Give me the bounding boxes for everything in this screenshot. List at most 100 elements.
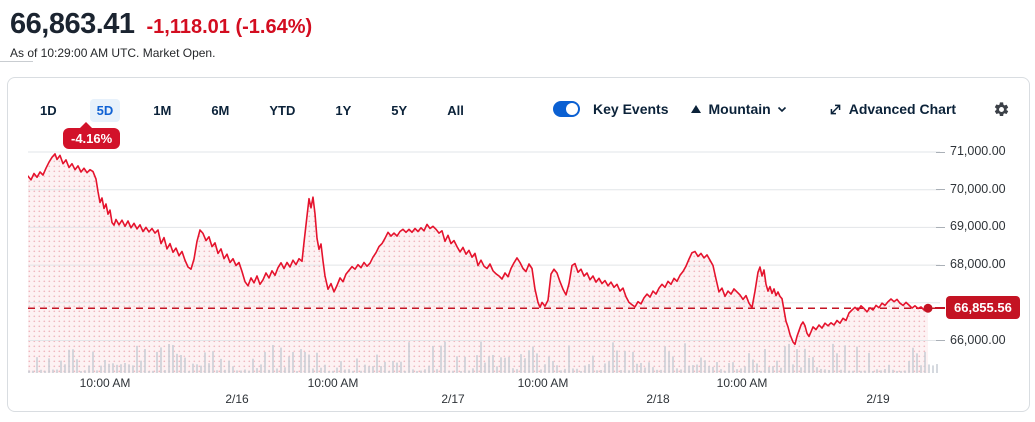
volume-bar (908, 361, 910, 373)
volume-bar (484, 362, 486, 373)
volume-bar (408, 342, 410, 373)
volume-bar (184, 357, 186, 373)
volume-bar (820, 368, 822, 373)
volume-bar (52, 369, 54, 373)
volume-bar (580, 370, 582, 373)
volume-bar (276, 368, 278, 373)
x-axis-time-label: 10:00 AM (716, 376, 768, 390)
volume-bar (660, 369, 662, 373)
range-tab-All[interactable]: All (447, 102, 464, 118)
volume-bar (676, 368, 678, 373)
volume-bar (68, 349, 70, 373)
volume-bar (308, 354, 310, 373)
price-chart-plot[interactable] (28, 140, 940, 373)
volume-bar (200, 365, 202, 373)
range-tab-1D[interactable]: 1D (40, 102, 57, 118)
expand-arrows-icon (830, 104, 841, 114)
volume-bar (612, 342, 614, 373)
volume-bar (916, 353, 918, 373)
y-axis-label: 68,000.00 (950, 257, 1006, 272)
volume-bar (356, 358, 358, 373)
volume-bar (708, 365, 710, 373)
volume-bar (136, 345, 138, 373)
volume-bar (888, 364, 890, 373)
volume-bar (280, 347, 282, 373)
volume-bar (304, 351, 306, 373)
price-header: 66,863.41 -1,118.01 (-1.64%) (10, 8, 312, 41)
advanced-chart-button[interactable]: Advanced Chart (829, 101, 956, 117)
volume-bar (452, 370, 454, 373)
volume-bar (536, 353, 538, 373)
volume-bar (500, 357, 502, 373)
volume-bar (604, 363, 606, 373)
volume-bar (196, 364, 198, 373)
range-tab-6M[interactable]: 6M (211, 102, 230, 118)
volume-bar (480, 341, 482, 373)
volume-bar (72, 349, 74, 373)
volume-bar (64, 364, 66, 373)
volume-bar (800, 367, 802, 373)
volume-bar (212, 351, 214, 373)
volume-bar (628, 370, 630, 373)
volume-bar (336, 367, 338, 373)
volume-bar (532, 346, 534, 373)
volume-bar (492, 354, 494, 373)
volume-bar (764, 349, 766, 373)
key-events-toggle[interactable] (553, 101, 580, 117)
volume-bar (100, 365, 102, 373)
volume-bar (744, 366, 746, 373)
volume-bar (772, 366, 774, 373)
x-axis-date-label: 2/17 (441, 392, 465, 406)
volume-bar (700, 357, 702, 373)
volume-bar (364, 364, 366, 373)
volume-bar (104, 359, 106, 373)
volume-bar (756, 363, 758, 373)
range-tab-1Y[interactable]: 1Y (335, 102, 352, 118)
volume-bar (828, 369, 830, 373)
volume-bar (324, 364, 326, 373)
x-axis-date-label: 2/19 (866, 392, 890, 406)
volume-bar (264, 351, 266, 373)
volume-bar (728, 363, 730, 373)
volume-bar (352, 370, 354, 373)
volume-bar (460, 370, 462, 373)
volume-bar (384, 361, 386, 373)
volume-bar (448, 370, 450, 373)
range-tab-1M[interactable]: 1M (153, 102, 172, 118)
volume-bar (28, 370, 30, 373)
volume-bar (116, 364, 118, 373)
volume-bar (56, 369, 58, 373)
volume-bar (848, 370, 850, 373)
volume-bar (488, 356, 490, 373)
range-tab-YTD[interactable]: YTD (269, 102, 296, 118)
y-axis-label: 69,000.00 (950, 219, 1006, 234)
y-axis-tick (936, 189, 945, 191)
volume-bar (740, 368, 742, 373)
volume-bar (856, 346, 858, 373)
current-price-value: 66,863.41 (10, 8, 135, 40)
volume-bar (788, 343, 790, 373)
settings-gear-icon[interactable] (993, 100, 1011, 118)
volume-bar (904, 370, 906, 373)
range-tab-5D[interactable]: 5D (89, 98, 121, 122)
volume-bar (932, 365, 934, 373)
y-axis-tick (936, 226, 945, 228)
volume-bar (556, 365, 558, 373)
volume-bar (560, 370, 562, 373)
volume-bar (588, 364, 590, 373)
volume-bar (92, 351, 94, 373)
range-tab-5Y[interactable]: 5Y (391, 102, 408, 118)
volume-bar (816, 367, 818, 373)
price-change-value: -1,118.01 (-1.64%) (146, 16, 313, 38)
volume-bar (96, 370, 98, 373)
volume-bar (88, 365, 90, 373)
volume-bar (216, 370, 218, 373)
volume-bar (808, 357, 810, 373)
chart-type-label: Mountain (708, 101, 771, 117)
volume-bar (608, 361, 610, 373)
volume-bar (372, 366, 374, 373)
volume-bar (272, 345, 274, 373)
chart-type-dropdown[interactable]: Mountain (690, 101, 786, 117)
y-axis-label: 66,000.00 (950, 332, 1006, 347)
